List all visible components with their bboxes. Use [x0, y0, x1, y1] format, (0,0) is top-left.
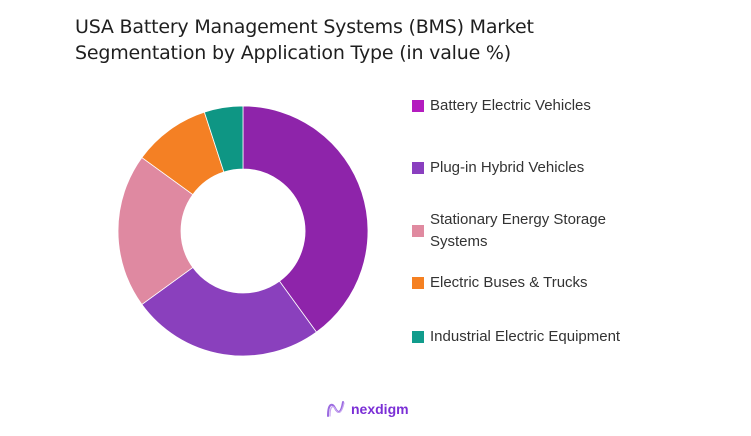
- donut-slice-bev: [242, 105, 369, 333]
- chart-title-line-1: USA Battery Management Systems (BMS) Mar…: [75, 16, 534, 38]
- donut-slice-phev: [141, 266, 318, 357]
- chart-title-line-2: Segmentation by Application Type (in val…: [75, 42, 511, 64]
- legend-item-buses: Electric Buses & Trucks: [412, 272, 670, 294]
- legend-label-industrial: Industrial Electric Equipment: [430, 328, 621, 345]
- donut-slice-stationary: [117, 156, 194, 306]
- legend-swatch-industrial: [412, 331, 424, 343]
- legend-item-bev: Battery Electric Vehicles: [412, 95, 670, 117]
- legend-item-industrial: Industrial Electric Equipment: [412, 326, 670, 348]
- legend-label-bev: Battery Electric Vehicles: [430, 97, 591, 114]
- legend-swatch-bev: [412, 100, 424, 112]
- nexdigm-logo-text: nexdigm: [351, 401, 409, 417]
- legend-label-phev: Plug-in Hybrid Vehicles: [430, 159, 585, 176]
- donut-chart: [117, 105, 369, 357]
- legend-swatch-stationary: [412, 225, 424, 237]
- legend-swatch-buses: [412, 277, 424, 289]
- legend-label-buses: Electric Buses & Trucks: [430, 274, 588, 291]
- donut-slice-industrial: [203, 105, 244, 173]
- legend-item-stationary: Stationary Energy Storage Systems: [412, 209, 660, 253]
- chart-title: USA Battery Management Systems (BMS) Mar…: [75, 14, 534, 66]
- legend-item-phev: Plug-in Hybrid Vehicles: [412, 157, 670, 179]
- legend-swatch-phev: [412, 162, 424, 174]
- nexdigm-logo: nexdigm: [326, 400, 409, 418]
- legend-label-stationary: Stationary Energy Storage Systems: [430, 211, 606, 250]
- nexdigm-wave-icon: [327, 401, 345, 417]
